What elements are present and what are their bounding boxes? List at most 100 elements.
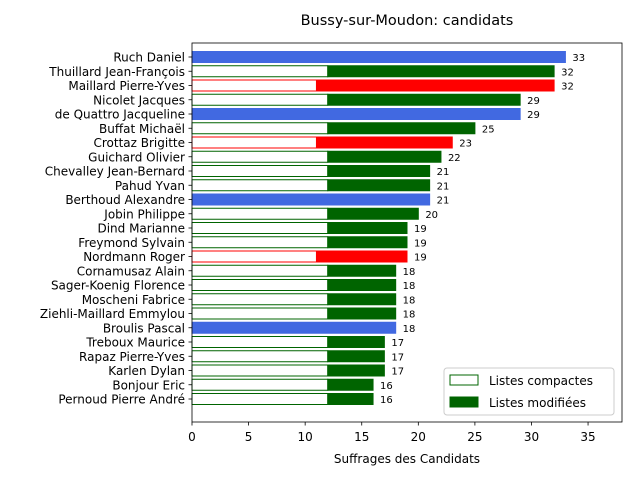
data-label: 17: [391, 367, 404, 378]
bar-modified: [327, 393, 374, 405]
bar-modified: [327, 307, 397, 320]
bar-compact: [191, 307, 329, 320]
data-label: 16: [380, 381, 393, 392]
y-tick-label: Thuillard Jean-François: [48, 65, 185, 79]
y-tick-label: Moscheni Fabrice: [82, 293, 185, 307]
bar-modified: [327, 279, 397, 291]
bar-modified: [315, 136, 453, 149]
bar-compact: [191, 65, 329, 78]
bar-modified: [327, 293, 397, 306]
legend-swatch-modified: [449, 396, 479, 408]
bar-compact: [191, 179, 329, 192]
y-tick-label: de Quattro Jacqueline: [55, 108, 185, 122]
bar-compact: [191, 378, 329, 391]
data-label: 21: [437, 196, 450, 207]
bar-compact: [191, 350, 329, 363]
legend-swatch-compact: [449, 374, 479, 386]
bar-compact: [191, 150, 329, 163]
bar-modified: [327, 236, 408, 249]
data-label: 21: [437, 181, 450, 192]
x-tick-label: 15: [354, 430, 369, 444]
x-tick-label: 5: [245, 430, 253, 444]
bar-compact: [191, 250, 317, 263]
bar-compact: [191, 93, 329, 106]
y-tick-label: Karlen Dylan: [108, 364, 185, 378]
bar-modified: [327, 165, 431, 177]
y-tick-label: Nordmann Roger: [83, 250, 185, 264]
bar-modified: [191, 193, 431, 206]
data-label: 21: [437, 167, 450, 178]
bar-modified: [315, 250, 408, 263]
bar-compact: [191, 122, 329, 135]
bar-compact: [191, 279, 329, 291]
bar-modified: [327, 65, 555, 78]
bar-modified: [327, 336, 385, 348]
data-label: 33: [572, 53, 585, 64]
x-tick-label: 35: [580, 430, 595, 444]
data-label: 23: [459, 139, 472, 150]
chart-title: Bussy-sur-Moudon: candidats: [301, 13, 514, 29]
data-label: 32: [561, 82, 574, 93]
legend-box: [443, 367, 615, 416]
y-tick-label: Guichard Olivier: [88, 150, 185, 164]
value-labels: 33 32 32 29 29 25 23 22 21 21 21 20 19 19 19 18 18 18 18 18…: [380, 53, 585, 406]
data-label: 19: [414, 253, 427, 264]
data-label: 25: [482, 124, 495, 135]
bar-compact: [191, 336, 329, 348]
bar-modified: [327, 350, 385, 363]
bar-modified: [327, 222, 408, 234]
x-axis-label: Suffrages des Candidats: [334, 452, 480, 466]
y-tick-label: Pahud Yvan: [115, 179, 185, 193]
bar-compact: [191, 293, 329, 306]
y-tick-label: Ruch Daniel: [113, 51, 185, 65]
y-tick-label: Chevalley Jean-Bernard: [45, 165, 185, 179]
bar-compact: [191, 165, 329, 177]
y-tick-label: Cornamusaz Alain: [77, 264, 185, 278]
bar-modified: [327, 264, 397, 277]
y-tick-label: Ziehli-Maillard Emmylou: [40, 307, 185, 321]
data-label: 22: [448, 153, 461, 164]
bar-compact: [191, 364, 329, 377]
x-tick-label: 25: [467, 430, 482, 444]
y-tick-label: Buffat Michaël: [99, 122, 185, 136]
y-tick-label: Pernoud Pierre André: [58, 393, 185, 407]
bar-compact: [191, 207, 329, 220]
bar-modified: [327, 207, 419, 220]
data-label: 19: [414, 224, 427, 235]
y-tick-label: Crottaz Brigitte: [93, 136, 185, 150]
y-tick-label: Nicolet Jacques: [93, 93, 185, 107]
bar-modified: [327, 378, 374, 391]
data-label: 32: [561, 67, 574, 78]
bar-compact: [191, 222, 329, 234]
y-tick-label: Bonjour Eric: [112, 378, 185, 392]
x-tick-label: 0: [188, 430, 196, 444]
y-tick-label: Broulis Pascal: [103, 321, 185, 335]
y-tick-label: Maillard Pierre-Yves: [68, 79, 185, 93]
bar-modified: [327, 179, 431, 192]
data-label: 18: [403, 295, 416, 306]
y-tick-label: Treboux Maurice: [85, 336, 185, 350]
data-label: 18: [403, 310, 416, 321]
x-axis: 0 5 10 15 20 25 30 35: [188, 422, 596, 444]
legend: Listes compactes Listes modifiées: [443, 367, 615, 416]
bar-modified: [327, 150, 442, 163]
bar-compact: [191, 136, 317, 149]
data-label: 17: [391, 338, 404, 349]
bar-compact: [191, 236, 329, 249]
x-tick-label: 20: [411, 430, 426, 444]
bar-modified: [315, 79, 555, 92]
data-label: 17: [391, 352, 404, 363]
data-label: 29: [527, 96, 540, 107]
data-label: 18: [403, 324, 416, 335]
x-tick-label: 30: [524, 430, 539, 444]
plot-frame: [191, 42, 623, 423]
bars-group: [191, 51, 566, 405]
y-tick-label: Freymond Sylvain: [78, 236, 185, 250]
y-tick-label: Rapaz Pierre-Yves: [79, 350, 185, 364]
data-label: 29: [527, 110, 540, 121]
bar-compact: [191, 264, 329, 277]
y-tick-label: Sager-Koenig Florence: [51, 279, 185, 293]
legend-label-modified: Listes modifiées: [489, 396, 586, 410]
